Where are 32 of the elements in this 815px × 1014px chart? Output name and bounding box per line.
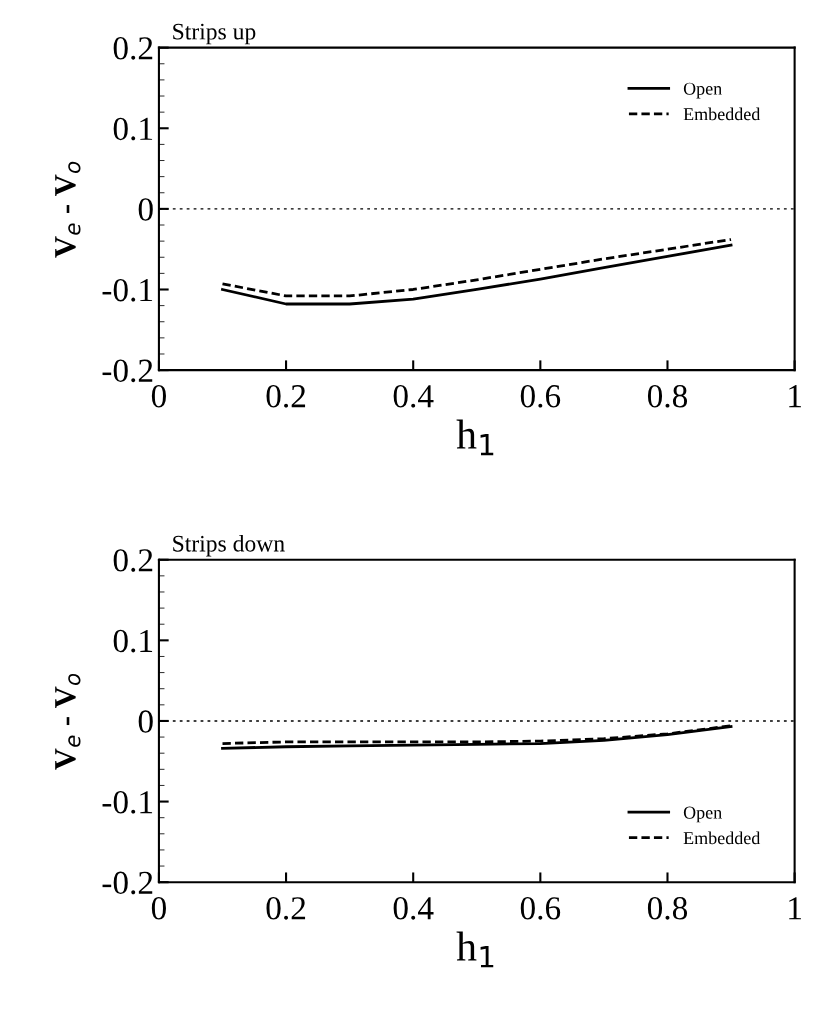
line-series: [221, 238, 733, 298]
y-tick-label: -0.2: [102, 359, 153, 383]
x-tick-label: 0.4: [393, 897, 434, 920]
y-tick-label: -0.1: [102, 790, 153, 814]
legend-label: Embedded: [683, 107, 761, 121]
legend-label: Open: [683, 806, 722, 823]
y-tick-label: 0: [138, 710, 153, 733]
x-axis-title: h$_{1}$: [456, 419, 494, 456]
y-tick-label: 0.1: [113, 629, 153, 653]
y-tick-label: 0.1: [113, 117, 153, 141]
x-tick-label: 0.2: [266, 384, 306, 408]
y-tick-label: 0.2: [113, 549, 153, 572]
y-axis-title: V$_{e}$ - V$_{o}$: [55, 161, 81, 258]
x-tick-label: 1: [789, 897, 801, 920]
x-tick-label: 0.8: [647, 897, 688, 920]
x-tick-label: 0.2: [266, 897, 306, 920]
x-tick-label: 0.8: [647, 384, 688, 408]
legend-label: Open: [683, 82, 722, 99]
line-series: [221, 243, 733, 306]
y-tick-label: 0.2: [113, 37, 153, 60]
legend-label: Embedded: [683, 831, 761, 845]
x-tick-label: 0.6: [520, 897, 561, 920]
y-tick-label: -0.2: [102, 871, 153, 895]
chart-title: Strips down: [173, 535, 285, 557]
x-axis-title: h$_{1}$: [456, 931, 494, 968]
y-axis-title: V$_{e}$ - V$_{o}$: [55, 673, 81, 770]
y-tick-label: -0.1: [102, 278, 153, 302]
x-tick-label: 0.4: [393, 384, 434, 408]
x-tick-label: 0.6: [520, 384, 561, 408]
y-tick-label: 0: [138, 198, 153, 221]
x-tick-label: 1: [789, 385, 801, 408]
chart-title: Strips up: [173, 23, 256, 45]
